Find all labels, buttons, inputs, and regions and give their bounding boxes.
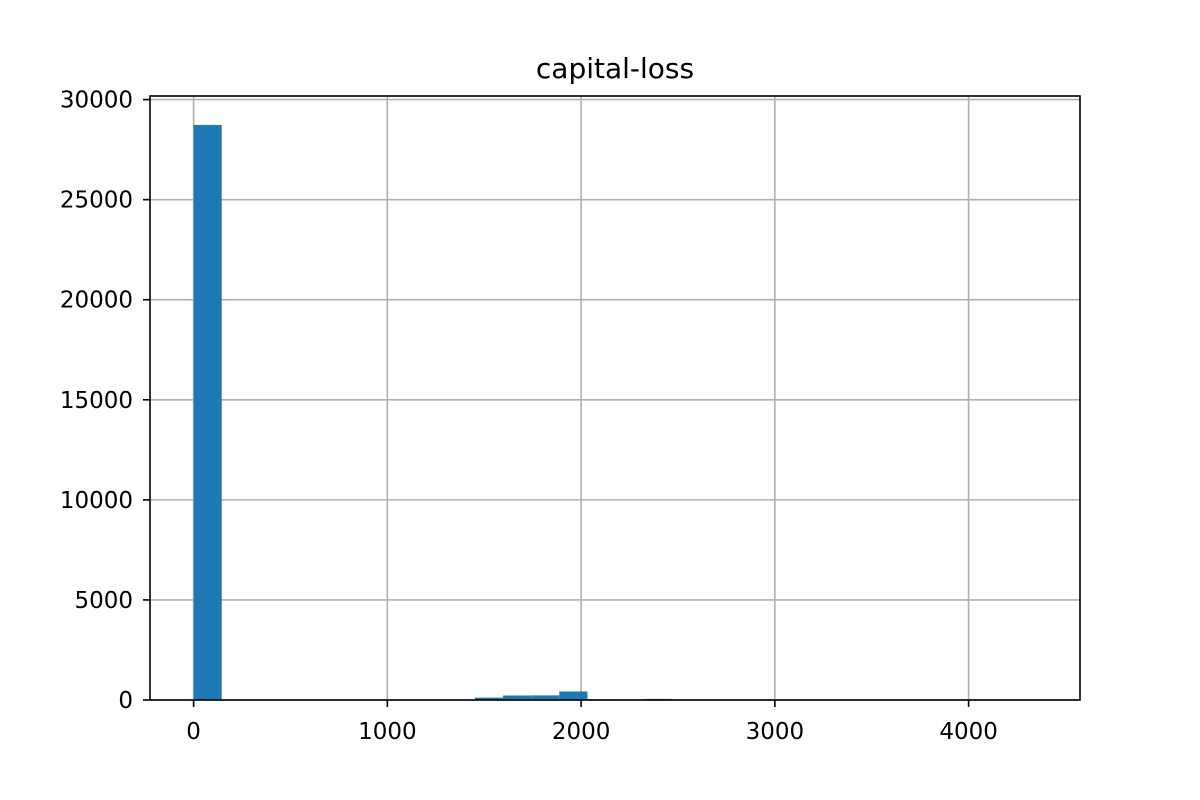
axis-ticks: 0 1000 2000 3000 4000 0 5000 10000 15000 20000 250… [60, 88, 998, 745]
y-tick-label-5: 25000 [60, 188, 133, 214]
x-tick-label-4: 4000 [939, 719, 998, 745]
x-tick-label-0: 0 [186, 719, 201, 745]
y-tick-label-1: 5000 [74, 588, 133, 614]
histogram-bars [193, 124, 1038, 701]
y-tick-label-3: 15000 [60, 388, 133, 414]
x-tick-label-3: 3000 [746, 719, 805, 745]
histogram-bar-12 [531, 695, 560, 700]
histogram-bar-0 [193, 124, 222, 701]
y-tick-label-0: 0 [118, 688, 133, 714]
x-tick-label-2: 2000 [552, 719, 611, 745]
x-tick-label-1: 1000 [358, 719, 417, 745]
chart-title: capital-loss [536, 52, 694, 85]
grid-lines [150, 96, 1080, 701]
histogram-bar-11 [503, 695, 532, 700]
y-tick-label-2: 10000 [60, 488, 133, 514]
histogram-bar-13 [559, 691, 588, 700]
histogram-bar-10 [474, 697, 504, 700]
plot-frame [149, 95, 1081, 701]
y-tick-label-6: 30000 [60, 88, 133, 114]
y-tick-label-4: 20000 [60, 288, 133, 314]
